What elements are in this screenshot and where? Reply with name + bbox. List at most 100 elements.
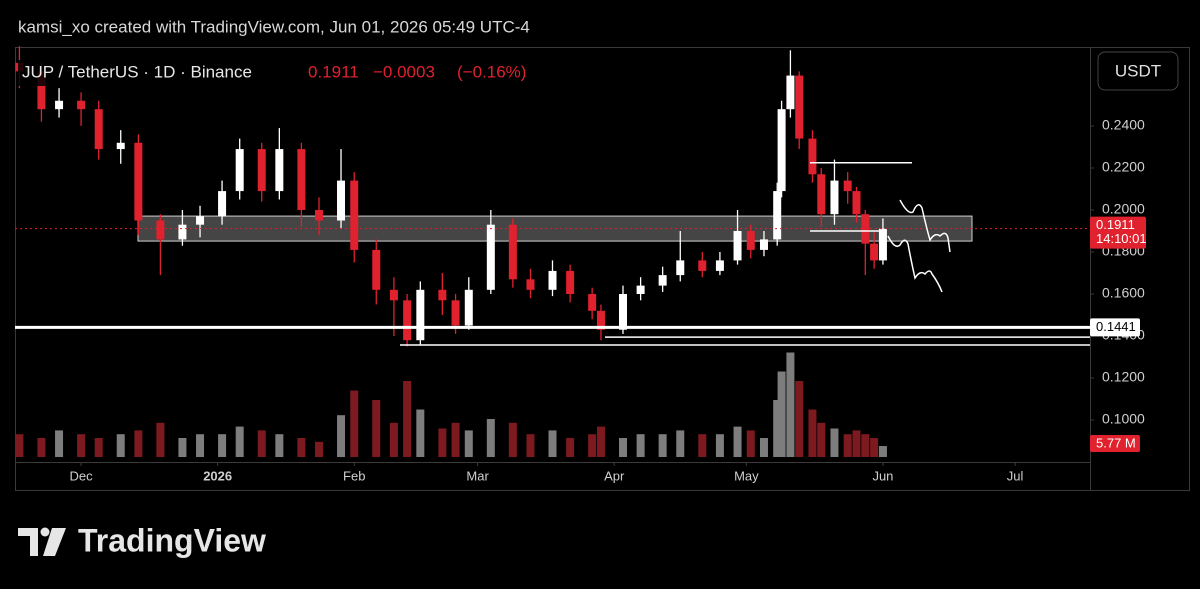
volume-bar — [94, 438, 103, 457]
volume-bar — [178, 438, 187, 457]
candle-body — [852, 191, 861, 215]
candle-body — [350, 180, 359, 250]
volume-bar — [808, 409, 817, 457]
candle-body — [786, 75, 795, 110]
volume-bar — [852, 430, 861, 457]
candle-body — [878, 228, 887, 261]
y-tick-label: 0.1200 — [1102, 369, 1145, 385]
volume-bar — [257, 430, 266, 457]
volume-bar — [134, 430, 143, 457]
volume-bar — [878, 446, 887, 457]
volume-bar — [372, 400, 381, 457]
symbol: JUP / TetherUS · 1D · Binance — [22, 62, 252, 81]
candle-body — [389, 289, 398, 301]
volume-bar — [817, 422, 826, 457]
candle-body — [843, 180, 852, 192]
price: 0.1911 — [308, 62, 359, 81]
candle-body — [77, 100, 86, 110]
candle-body — [870, 243, 879, 261]
volume-bar — [658, 434, 667, 457]
x-tick-label: Feb — [343, 468, 365, 483]
candle-body — [438, 289, 447, 301]
candle-body — [795, 75, 804, 139]
volume-bar — [235, 426, 244, 457]
volume-bar — [588, 434, 597, 457]
candle-body — [116, 142, 125, 150]
volume-badge — [1090, 435, 1140, 452]
volume-bar — [508, 422, 517, 457]
volume-bar — [526, 434, 535, 457]
candle-body — [372, 249, 381, 290]
volume-bar — [337, 415, 346, 457]
x-tick-label: Jun — [872, 468, 893, 483]
logo-mark — [18, 528, 38, 556]
volume-bar — [715, 434, 724, 457]
volume-bar — [618, 438, 627, 457]
volume-bar — [451, 422, 460, 457]
volume-bar — [486, 419, 495, 457]
volume-bar — [314, 441, 323, 457]
volume-bar — [37, 438, 46, 457]
volume-bar — [55, 430, 64, 457]
candle-body — [218, 191, 227, 217]
frame — [15, 47, 1190, 491]
candle-body — [566, 270, 575, 295]
x-tick-label: May — [734, 468, 759, 483]
candle-body — [830, 180, 839, 215]
x-tick-label: Apr — [604, 468, 625, 483]
volume-bar — [830, 428, 839, 457]
support-label: 0.1441 — [1096, 319, 1136, 334]
candle-body — [314, 209, 323, 221]
candle-body — [618, 294, 627, 330]
volume-bar — [218, 434, 227, 457]
candle-body — [37, 71, 46, 110]
candle-body — [235, 149, 244, 192]
candle-body — [275, 149, 284, 192]
logo-mark — [43, 528, 66, 556]
currency: USDT — [1115, 61, 1161, 80]
volume-bar — [77, 434, 86, 457]
attribution: kamsi_xo created with TradingView.com, J… — [18, 17, 530, 36]
candle-body — [658, 275, 667, 286]
candle-body — [464, 289, 473, 326]
volume-bar — [786, 352, 795, 457]
y-tick-label: 0.2400 — [1102, 117, 1145, 133]
volume-bar — [596, 426, 605, 457]
volume-bar — [676, 430, 685, 457]
candle-body — [817, 174, 826, 215]
volume-bar — [777, 371, 786, 457]
volume-bar — [438, 428, 447, 457]
y-tick-label: 0.2200 — [1102, 159, 1145, 175]
candle-body — [508, 224, 517, 280]
candle-body — [486, 224, 495, 290]
volume-label: 5.77 M — [1096, 435, 1136, 450]
currency-button[interactable] — [1097, 51, 1179, 91]
candle-body — [676, 260, 685, 276]
projection-path — [899, 199, 951, 253]
candle-body — [55, 100, 64, 110]
volume-bar — [861, 434, 870, 457]
candle-body — [526, 279, 535, 290]
candle-body — [403, 300, 412, 341]
volume-bar — [389, 422, 398, 457]
candle-body — [596, 310, 605, 330]
candle-body — [773, 191, 782, 240]
candle-body — [636, 285, 645, 295]
legend-bg — [18, 60, 558, 86]
candle-body — [297, 149, 306, 210]
candle-body — [134, 142, 143, 221]
candle-body — [196, 216, 205, 225]
volume-bar — [275, 434, 284, 457]
candle-body — [416, 289, 425, 341]
volume-bar — [566, 438, 575, 457]
y-tick-label: 0.1600 — [1102, 285, 1145, 301]
x-tick-label: 2026 — [203, 468, 232, 483]
volume-bar — [843, 434, 852, 457]
x-tick-label: Dec — [70, 468, 94, 483]
support-badge — [1090, 318, 1140, 337]
y-tick-label: 0.1000 — [1102, 411, 1145, 427]
x-tick-label: Mar — [466, 468, 489, 483]
candle-body — [733, 230, 742, 261]
